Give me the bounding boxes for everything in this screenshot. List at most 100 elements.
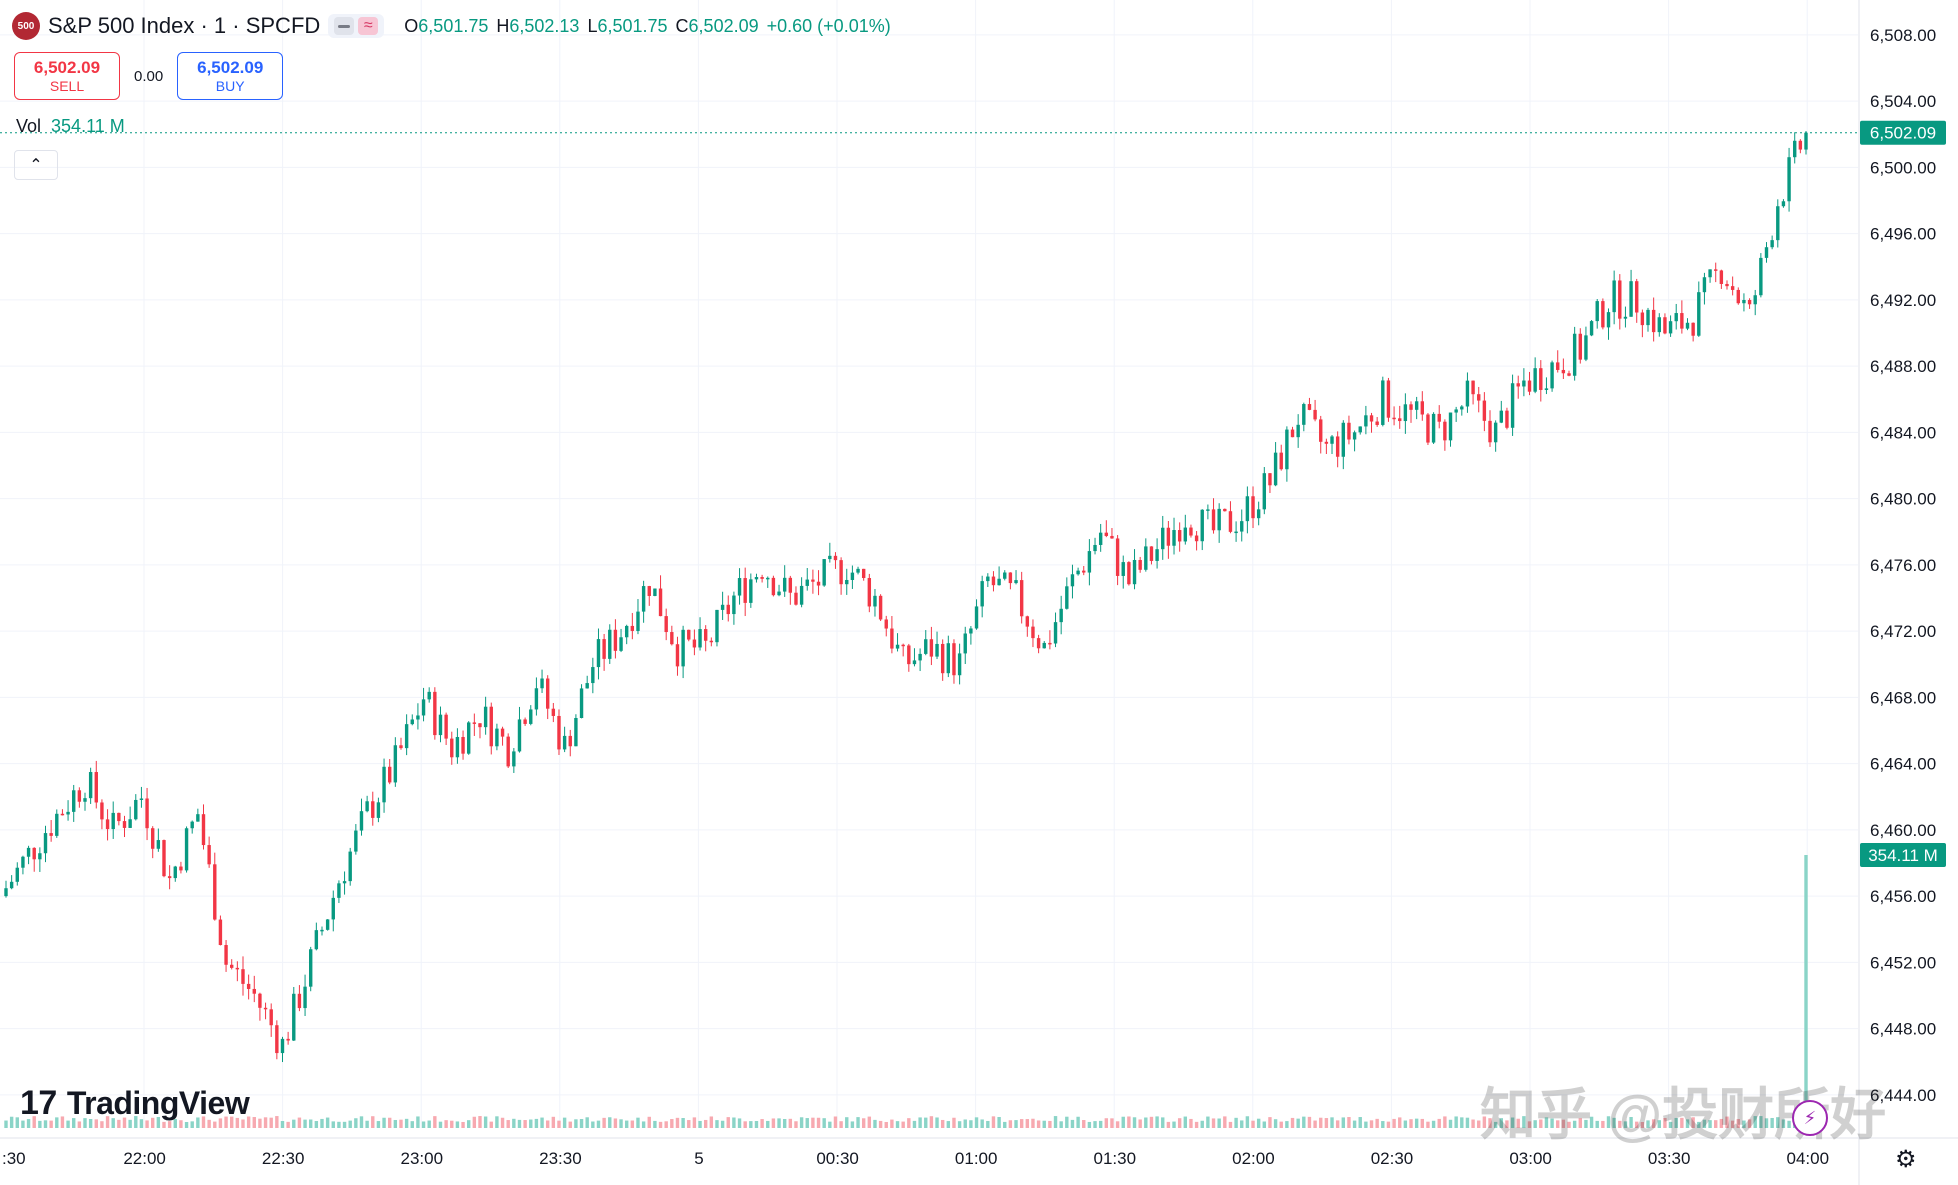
candle-body — [410, 719, 414, 725]
candle-body — [602, 639, 606, 659]
volume-bar — [455, 1121, 460, 1128]
x-tick-label: 04:00 — [1787, 1149, 1830, 1168]
candle-body — [562, 735, 567, 750]
candle-body — [591, 667, 595, 684]
candle-body — [483, 706, 488, 728]
candle-body — [371, 801, 375, 818]
volume-bar — [387, 1117, 392, 1128]
candle-body — [337, 883, 341, 898]
tradingview-logo[interactable]: 17 TradingView — [20, 1084, 250, 1122]
candle-body — [438, 714, 443, 736]
candle-body — [1443, 421, 1447, 441]
candle-body — [393, 745, 398, 783]
candle-body — [1398, 418, 1402, 422]
volume-bar — [1685, 1119, 1690, 1128]
volume-bar — [1098, 1120, 1103, 1128]
y-tick-label: 6,464.00 — [1870, 755, 1936, 774]
volume-bar — [895, 1121, 900, 1128]
y-tick-label: 6,488.00 — [1870, 357, 1936, 376]
indicator-toggle[interactable]: ≈ — [328, 14, 385, 38]
volume-bar — [1640, 1121, 1645, 1128]
volume-bar — [1228, 1121, 1233, 1128]
volume-bar — [1352, 1120, 1357, 1128]
volume-bar — [788, 1118, 793, 1128]
y-tick-label: 6,508.00 — [1870, 26, 1936, 45]
candle-body — [365, 801, 369, 812]
candle-body — [1104, 532, 1109, 536]
candle-body — [15, 867, 19, 882]
candle-body — [1714, 269, 1718, 271]
candle-body — [884, 619, 888, 629]
volume-bar — [286, 1121, 290, 1128]
volume-bar — [1104, 1118, 1109, 1128]
candle-body — [1668, 321, 1673, 334]
candle-body — [246, 983, 251, 989]
collapse-legend-button[interactable]: ⌃ — [14, 150, 58, 180]
candle-body — [579, 688, 584, 718]
candle-body — [1194, 535, 1199, 542]
candle-body — [241, 969, 245, 984]
candle-body — [1522, 380, 1526, 387]
candle-body — [1189, 527, 1193, 536]
volume-bar — [1708, 1120, 1712, 1128]
volume-bar — [1747, 1119, 1752, 1128]
volume-bar — [647, 1116, 651, 1128]
volume-bar — [444, 1120, 448, 1128]
volume-bar — [636, 1117, 640, 1128]
volume-bar — [1223, 1116, 1227, 1128]
candle-body — [596, 639, 601, 668]
candle-body — [179, 866, 183, 871]
volume-bar — [483, 1116, 488, 1128]
candle-body — [574, 717, 578, 747]
volume-bar — [145, 1120, 149, 1128]
volume-bar — [1003, 1121, 1007, 1128]
volume-tag — [1860, 843, 1946, 867]
candle-body — [1781, 201, 1786, 207]
volume-bar — [924, 1117, 928, 1128]
volume-bar — [128, 1119, 132, 1128]
candle-body — [630, 625, 635, 631]
volume-bar — [320, 1118, 324, 1128]
candle-body — [252, 988, 256, 994]
candle-body — [1409, 404, 1413, 410]
x-tick-label: 5 — [694, 1149, 703, 1168]
volume-bar — [218, 1118, 223, 1128]
candle-body — [1477, 394, 1481, 401]
volume-bar — [1527, 1121, 1532, 1128]
volume-bar — [957, 1121, 962, 1128]
candle-body — [636, 611, 640, 631]
candle-body — [263, 1007, 268, 1010]
volume-bar — [1042, 1120, 1046, 1128]
volume-bar — [754, 1121, 759, 1128]
volume-bar — [529, 1119, 533, 1128]
volume-bar — [1776, 1117, 1780, 1128]
buy-button[interactable]: 6,502.09 BUY — [177, 52, 284, 100]
volume-bar — [1132, 1117, 1137, 1128]
sell-button[interactable]: 6,502.09 SELL — [14, 52, 120, 100]
candle-body — [162, 840, 166, 877]
candle-body — [117, 812, 121, 822]
volume-bar — [856, 1117, 860, 1128]
volume-bar — [1386, 1121, 1391, 1128]
wave-icon[interactable]: ≈ — [358, 17, 379, 35]
volume-bar — [230, 1116, 234, 1128]
volume-bar — [1358, 1117, 1362, 1128]
volume-bar — [1189, 1118, 1193, 1128]
time-axis[interactable]: :30 22:00 22:30 23:00 23:30 5 00:30 01:00 01:30 0… — [2, 1149, 1829, 1168]
candle-body — [670, 632, 674, 645]
y-tick-label: 6,468.00 — [1870, 688, 1936, 707]
candle-body — [1223, 508, 1227, 512]
price-axis[interactable]: 6,508.00 6,504.00 6,500.00 6,496.00 6,492.00… — [1870, 26, 1936, 1105]
candle-body — [523, 719, 527, 724]
candle-body — [1324, 441, 1329, 444]
volume-bar — [359, 1116, 364, 1128]
candle-body — [404, 724, 409, 749]
symbol-title[interactable]: S&P 500 Index · 1 · SPCFD — [48, 13, 321, 38]
lightning-icon[interactable]: ⚡ — [1792, 1100, 1828, 1136]
settings-gear-icon[interactable]: ⚙ — [1895, 1146, 1917, 1173]
candle-body — [608, 629, 612, 659]
minus-icon[interactable] — [334, 17, 355, 35]
candle-body — [771, 577, 776, 596]
y-tick-label: 6,456.00 — [1870, 887, 1936, 906]
